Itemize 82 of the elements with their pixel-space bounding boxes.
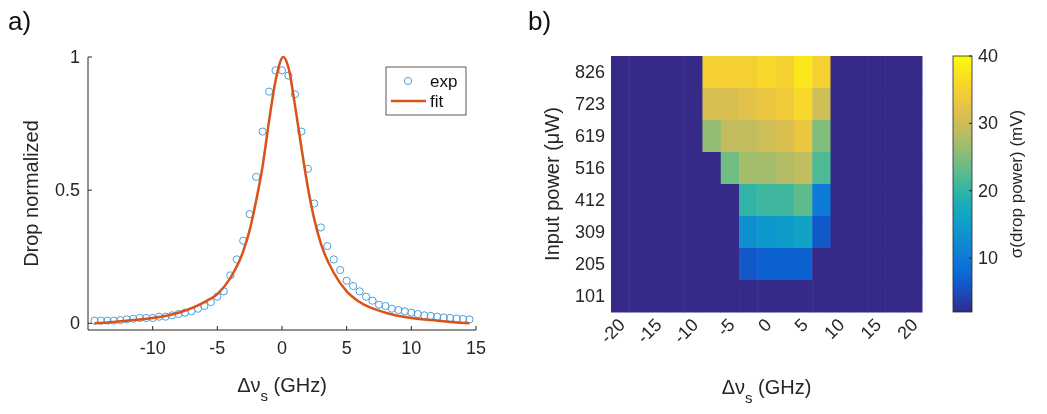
point xyxy=(336,265,345,275)
point xyxy=(90,316,99,325)
point xyxy=(284,71,293,80)
point xyxy=(387,304,397,313)
point xyxy=(329,255,338,264)
point xyxy=(316,223,325,232)
point xyxy=(116,316,125,325)
point xyxy=(349,281,358,291)
color-bar-label: 20 xyxy=(978,180,999,201)
x-tick-label: 0 xyxy=(754,314,776,336)
point xyxy=(271,66,280,75)
x-axis-title: Δν$_{s}$ (GHz) xyxy=(721,376,812,406)
y-tick-label: 619 xyxy=(574,126,605,146)
point xyxy=(129,314,138,323)
x-tick-label: -5 xyxy=(713,314,739,341)
point xyxy=(226,271,235,280)
x-tick-label: 5 xyxy=(341,338,352,358)
x-tick-label: 20 xyxy=(893,314,922,343)
chart-title: a) xyxy=(8,6,32,36)
point xyxy=(323,242,332,251)
legend-label: fit xyxy=(430,92,444,111)
y-tick-label: 0.5 xyxy=(54,180,80,201)
x-tick-label: -20 xyxy=(596,314,629,348)
x-tick-label: 15 xyxy=(465,338,487,358)
point xyxy=(394,305,403,315)
y-tick-label: 1 xyxy=(69,47,80,67)
color-bar-title: σ(drop power) (mV) xyxy=(1007,109,1026,259)
x-tick-label: 10 xyxy=(401,338,422,358)
color-bar-label: 40 xyxy=(978,46,999,66)
point xyxy=(155,312,164,321)
x-tick-label: 5 xyxy=(790,314,812,336)
x-axis-title: Δν$_{s}$ (GHz) xyxy=(237,374,327,404)
y-tick-label: 826 xyxy=(574,62,605,82)
point xyxy=(361,292,371,301)
y-axis-title: Input power (μW) xyxy=(541,107,563,261)
y-tick-label: 205 xyxy=(574,254,605,274)
point xyxy=(167,311,177,320)
y-tick-label: 723 xyxy=(574,94,605,114)
point xyxy=(368,296,377,305)
point xyxy=(174,309,183,319)
y-axis-title: Drop normalized xyxy=(20,120,42,267)
point xyxy=(264,87,274,96)
color-bar-label: 10 xyxy=(978,248,999,269)
point xyxy=(297,127,306,136)
point xyxy=(161,312,170,321)
point xyxy=(290,90,300,99)
legend-label: exp xyxy=(430,72,458,91)
point xyxy=(96,316,106,325)
point xyxy=(342,276,351,285)
point xyxy=(122,315,131,324)
point xyxy=(433,312,442,321)
point xyxy=(103,316,112,325)
point xyxy=(381,301,390,311)
point xyxy=(374,300,384,309)
chart-title: b) xyxy=(528,6,552,36)
point xyxy=(142,313,151,323)
x-tick-label: -15 xyxy=(633,314,666,348)
x-tick-label: 0 xyxy=(276,338,288,358)
point xyxy=(252,172,261,181)
x-tick-label: -5 xyxy=(209,338,226,358)
y-tick-label: 516 xyxy=(574,158,605,178)
point xyxy=(213,292,222,301)
point xyxy=(400,307,409,316)
y-tick-label: 412 xyxy=(574,190,605,210)
point xyxy=(420,311,429,320)
point xyxy=(135,313,144,323)
color-bar-label: 30 xyxy=(978,113,999,134)
point xyxy=(355,287,364,296)
point xyxy=(413,309,422,319)
point xyxy=(109,316,118,325)
point xyxy=(200,301,209,311)
y-tick-label: 101 xyxy=(574,286,605,306)
x-tick-label: -10 xyxy=(669,314,703,348)
point xyxy=(258,127,267,136)
x-tick-label: 10 xyxy=(820,314,849,343)
point xyxy=(426,311,435,320)
x-tick-label: -10 xyxy=(139,338,166,358)
point xyxy=(465,315,474,324)
point xyxy=(407,308,416,317)
x-tick-label: 15 xyxy=(856,314,886,343)
point xyxy=(148,313,157,323)
y-tick-label: 309 xyxy=(574,222,605,242)
